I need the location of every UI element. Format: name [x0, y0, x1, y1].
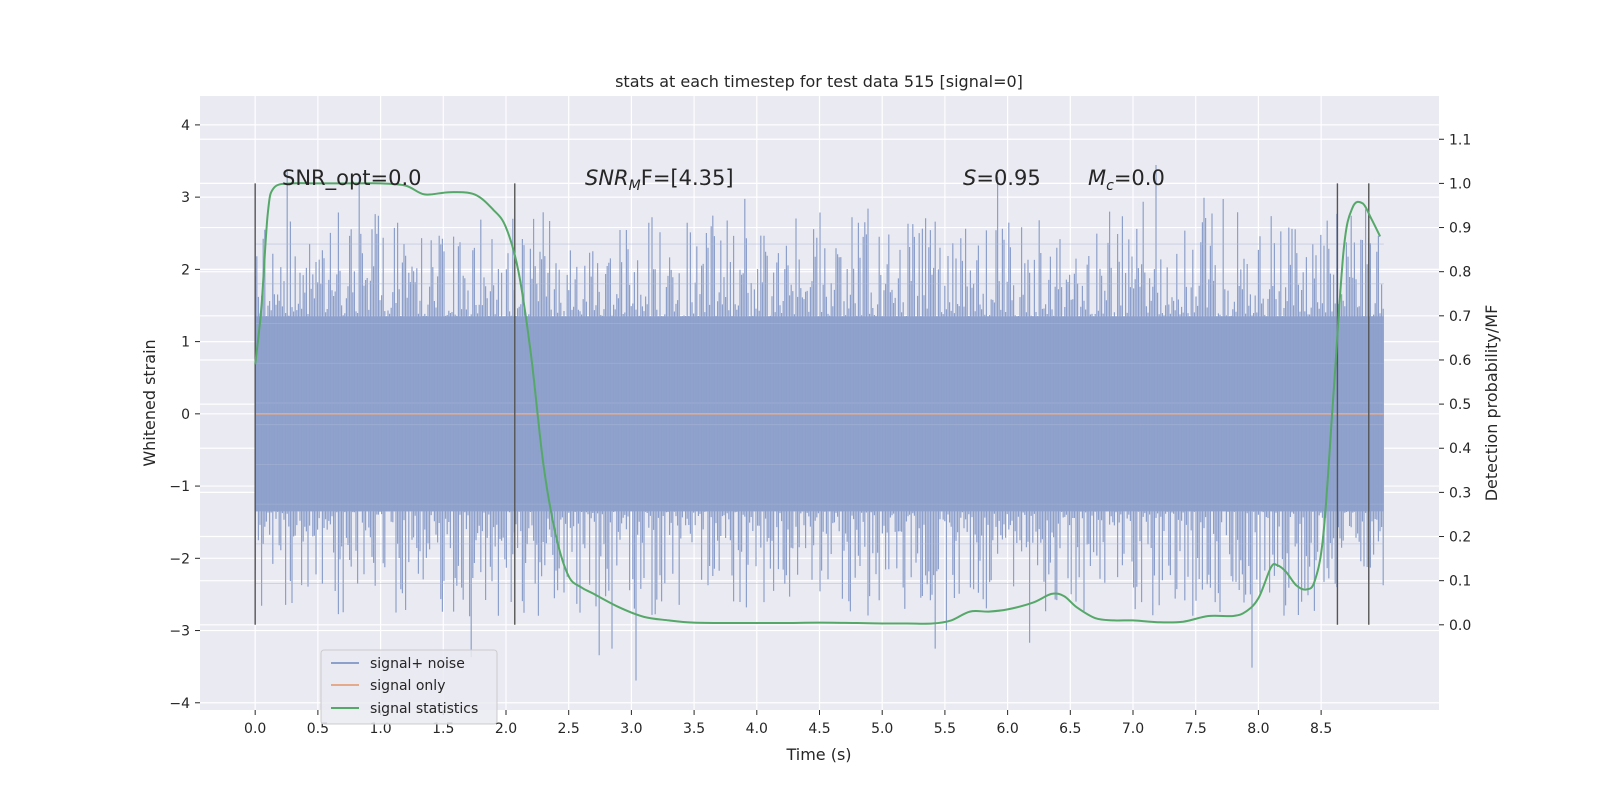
y2-tick-label: 0.3 [1449, 485, 1471, 501]
x-tick-label: 7.0 [1122, 721, 1144, 737]
annotation-snr-mf-sub: M [629, 178, 641, 194]
y2-tick-label: 0.4 [1449, 441, 1471, 457]
annotation-mc-main: M [1088, 166, 1106, 190]
x-tick-label: 0.0 [244, 721, 266, 737]
y-tick-label: −2 [169, 551, 190, 567]
y2-tick-label: 0.1 [1449, 574, 1471, 590]
annotation-mc-rest: =0.0 [1114, 166, 1165, 190]
x-tick-label: 2.0 [495, 721, 517, 737]
y2-tick-label: 0.2 [1449, 530, 1471, 546]
x-tick-label: 8.5 [1310, 721, 1332, 737]
x-tick-label: 5.0 [871, 721, 893, 737]
x-tick-label: 7.5 [1185, 721, 1207, 737]
chart-title: stats at each timestep for test data 515… [615, 72, 1023, 91]
y2-tick-label: 0.7 [1449, 309, 1471, 325]
y-tick-label: 2 [181, 262, 190, 278]
x-tick-label: 1.0 [369, 721, 391, 737]
y-tick-label: −1 [169, 479, 190, 495]
y2-tick-label: 0.6 [1449, 353, 1471, 369]
y2-axis-ticks: 1.1 1.0 0.9 0.8 0.7 0.6 0.5 0.4 0.3 0.2 0.1 0.0 [1439, 132, 1471, 634]
annotation-snr-mf-rest: F=[4.35] [641, 166, 734, 190]
annotation-mc: Mc=0.0 [1088, 166, 1165, 194]
annotation-snr-opt: SNR_opt=0.0 [282, 166, 422, 191]
y-axis-ticks: 4 3 2 1 0 −1 −2 −3 −4 [169, 118, 200, 712]
y2-tick-label: 0.9 [1449, 221, 1471, 237]
x-tick-label: 3.0 [620, 721, 642, 737]
x-axis-ticks: 0.0 0.5 1.0 1.5 2.0 2.5 3.0 3.5 4.0 4.5 5.0 5.5 6.0 6… [244, 710, 1332, 737]
x-tick-label: 8.0 [1247, 721, 1269, 737]
legend-box [320, 649, 498, 725]
y-tick-label: −4 [169, 696, 190, 712]
y-tick-label: 1 [181, 335, 190, 351]
x-tick-label: 2.5 [558, 721, 580, 737]
y2-tick-label: 0.0 [1449, 618, 1471, 634]
legend: signal+ noise signal only signal statist… [320, 649, 498, 725]
annotation-snr-mf: SNRMF=[4.35] [585, 166, 734, 194]
legend-label-signal-statistics: signal statistics [370, 701, 478, 717]
y2-tick-label: 1.0 [1449, 176, 1471, 192]
annotation-s-main: S [963, 166, 976, 190]
annotation-s: S=0.95 [963, 166, 1041, 190]
annotation-s-rest: =0.95 [976, 166, 1040, 190]
x-tick-label: 4.5 [808, 721, 830, 737]
y-tick-label: 0 [181, 407, 190, 423]
x-tick-label: 5.5 [934, 721, 956, 737]
x-tick-label: 0.5 [307, 721, 329, 737]
y2-tick-label: 0.5 [1449, 397, 1471, 413]
annotation-mc-sub: c [1106, 178, 1114, 194]
y2-tick-label: 1.1 [1449, 132, 1471, 148]
y-tick-label: −3 [169, 624, 190, 640]
y-tick-label: 3 [181, 190, 190, 206]
legend-label-signal-only: signal only [370, 678, 445, 694]
y2-axis-label: Detection probability/MF [1482, 305, 1501, 502]
y-tick-label: 4 [181, 118, 190, 134]
x-tick-label: 1.5 [432, 721, 454, 737]
y2-tick-label: 0.8 [1449, 265, 1471, 281]
signal-statistics-line [254, 182, 1381, 625]
series-signal-statistics [254, 182, 1381, 625]
x-tick-label: 3.5 [683, 721, 705, 737]
legend-label-signal-plus-noise: signal+ noise [370, 656, 465, 672]
x-tick-label: 6.0 [996, 721, 1018, 737]
annotation-snr-mf-main: SNR [585, 166, 629, 190]
x-tick-label: 4.0 [746, 721, 768, 737]
x-tick-label: 6.5 [1059, 721, 1081, 737]
y-axis-label: Whitened strain [140, 339, 159, 466]
x-axis-label: Time (s) [785, 745, 851, 764]
